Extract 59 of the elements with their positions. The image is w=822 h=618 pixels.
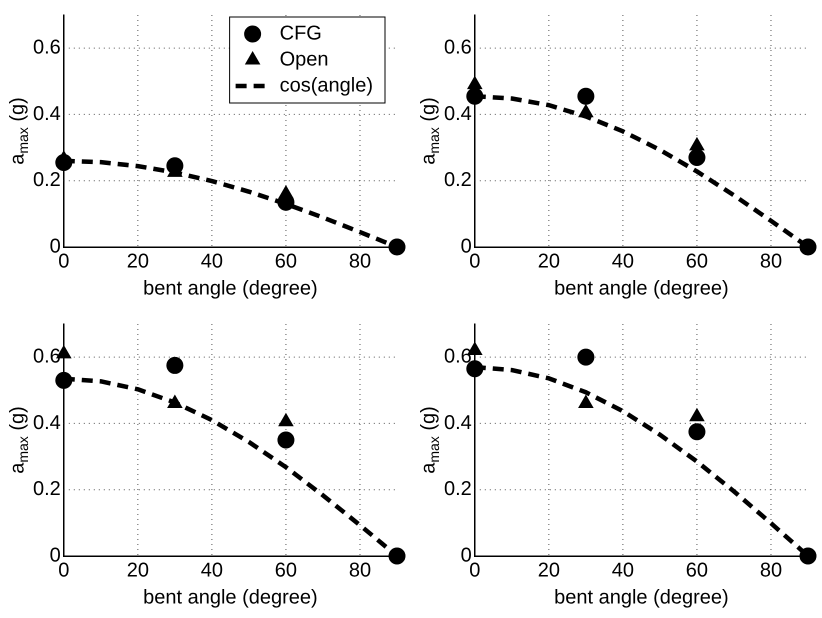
x-tick-label: 60 [686,250,708,273]
x-axis-title: bent angle (degree) [143,586,318,609]
legend-label: CFG [280,22,322,45]
y-tick-label: 0.4 [32,412,61,434]
y-tick-label: 0.6 [32,36,61,59]
point [166,356,184,374]
y-axis-title: amax (g) [6,406,31,474]
x-axis-title: bent angle (degree) [554,586,729,609]
x-tick-label: 40 [612,560,634,582]
point [388,548,406,564]
point [278,413,294,426]
x-tick-label: 40 [200,250,224,273]
y-tick-label: 0.4 [32,102,61,125]
x-tick-label: 80 [348,250,372,273]
point [578,395,594,408]
x-tick-label: 80 [760,560,782,582]
y-axis-title: amax (g) [418,406,442,474]
point [55,372,72,389]
y-axis-title: amax (g) [418,97,442,165]
x-axis-title: bent angle (degree) [143,278,318,300]
y-tick-label: 0.4 [444,102,472,125]
y-tick-label: 0.6 [444,346,472,368]
x-tick-label: 60 [274,250,298,273]
x-tick-label: 80 [348,560,372,582]
point [388,238,406,256]
x-tick-label: 40 [612,250,634,273]
point [688,149,706,166]
x-tick-label: 80 [760,250,782,273]
legend-label: cos(angle) [280,74,374,97]
x-axis-title: bent angle (degree) [554,278,729,300]
point [467,76,482,90]
x-tick-label: 20 [538,250,560,273]
y-tick-label: 0.2 [32,169,61,192]
point [166,157,184,174]
y-tick-label: 0.2 [444,478,472,500]
y-tick-label: 0.2 [32,478,61,500]
y-tick-label: 0.6 [444,36,472,59]
point [578,104,594,118]
point [688,423,706,440]
y-tick-label: 0.4 [444,412,472,434]
point [55,154,72,171]
y-tick-label: 0.2 [444,169,472,192]
point [466,88,484,105]
point [800,238,816,256]
x-tick-label: 60 [686,560,708,582]
x-tick-label: 20 [126,560,149,582]
point [577,88,594,105]
point [277,432,294,448]
y-axis-title: amax (g) [6,97,31,165]
x-tick-label: 60 [274,560,298,582]
point [167,395,182,408]
x-tick-label: 20 [126,250,149,273]
point [690,137,704,150]
y-tick-label: 0.6 [32,346,61,368]
point [577,348,594,366]
x-tick-label: 40 [200,560,224,582]
point [800,548,816,564]
x-tick-label: 20 [538,560,560,582]
legend-label: Open [280,48,329,71]
